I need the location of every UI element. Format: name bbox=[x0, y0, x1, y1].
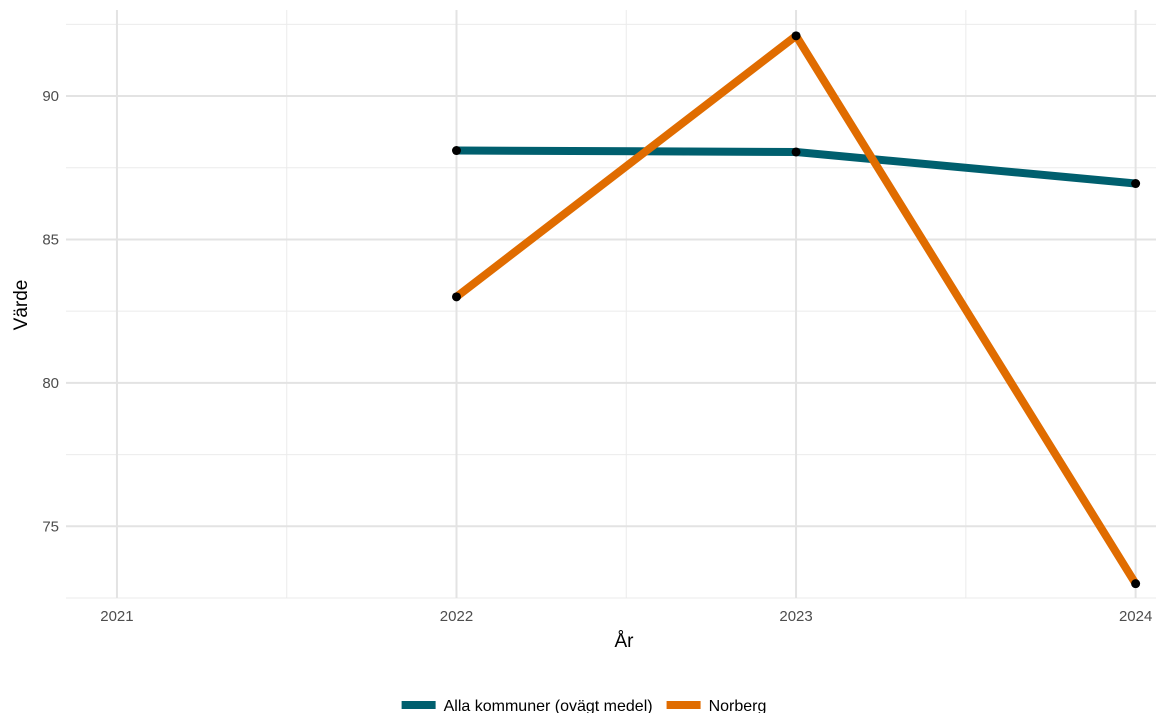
y-tick-label: 80 bbox=[42, 375, 59, 392]
data-point-series-1 bbox=[791, 31, 801, 41]
x-tick-label: 2023 bbox=[779, 608, 812, 625]
y-axis-title: Värde bbox=[11, 280, 32, 331]
y-tick-label: 85 bbox=[42, 231, 59, 248]
data-point-series-0 bbox=[1131, 179, 1141, 189]
data-point-series-0 bbox=[451, 146, 461, 156]
x-tick-label: 2021 bbox=[100, 608, 133, 625]
y-tick-label: 90 bbox=[42, 88, 59, 105]
legend-label-1: Norberg bbox=[709, 698, 767, 713]
data-point-series-0 bbox=[791, 147, 801, 157]
legend: Alla kommuner (ovägt medel) Norberg bbox=[401, 698, 767, 713]
data-point-series-1 bbox=[451, 292, 461, 302]
legend-key-1 bbox=[666, 701, 701, 709]
y-tick-label: 75 bbox=[42, 518, 59, 535]
x-axis-title: År bbox=[615, 631, 635, 652]
grid-major bbox=[66, 10, 1156, 598]
x-tick-labels: 2021 2022 2023 2024 bbox=[100, 608, 1152, 625]
y-tick-labels: 75 80 85 90 bbox=[42, 88, 59, 535]
x-tick-label: 2024 bbox=[1119, 608, 1152, 625]
x-tick-label: 2022 bbox=[440, 608, 473, 625]
legend-label-0: Alla kommuner (ovägt medel) bbox=[444, 698, 653, 713]
grid-minor bbox=[66, 10, 1156, 599]
series-points bbox=[451, 31, 1141, 589]
data-point-series-1 bbox=[1131, 579, 1141, 589]
legend-key-0 bbox=[401, 701, 436, 709]
